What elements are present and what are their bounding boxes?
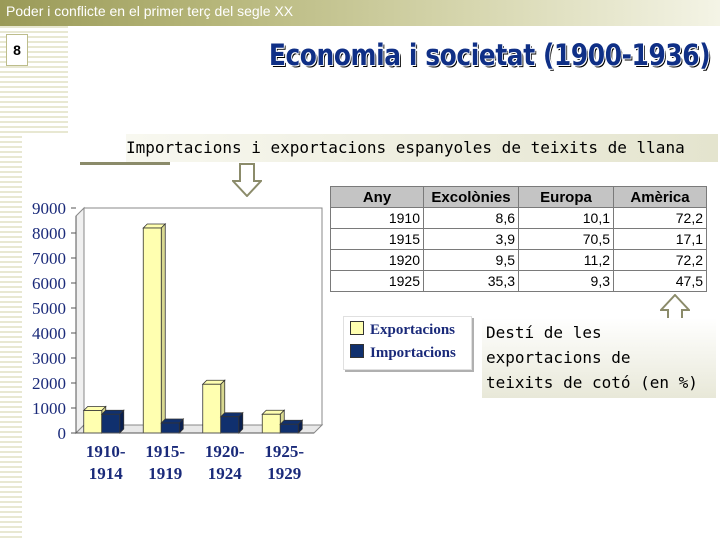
bar-side-importacions [238,411,244,434]
slide-title: Economia i societat (1900-1936) [268,38,711,72]
left-decorative-block [22,26,68,136]
table-cell: 1920 [330,249,424,271]
chart-side-wall [75,206,85,435]
arrow-down-icon [232,163,262,197]
bar-importacions [220,416,240,434]
bar-exportacions [83,410,103,434]
note-line: teixits de cotó (en %) [486,373,698,392]
y-tick-label: 8000 [32,224,66,243]
x-tick-label: 1910- [86,442,126,461]
table-cell: 1915 [330,228,424,250]
table-header-row: Any Excolònies Europa Amèrica [330,186,707,208]
table-row: 1920 9,5 11,2 72,2 [330,249,707,271]
table-cell: 35,3 [423,270,519,292]
x-tick-label: 1929 [267,464,301,483]
table-cell: 11,2 [518,249,614,271]
table-cell: 8,6 [423,207,519,229]
bar-importacions [101,413,121,434]
legend-item-importacions: Importacions [350,344,456,362]
col-header-excolonies: Excolònies [423,186,519,208]
table-cell: 9,3 [518,270,614,292]
legend-swatch-importacions [350,344,364,358]
legend-item-exportacions: Exportacions [350,321,455,339]
legend-label-importacions: Importacions [370,345,456,361]
y-tick-label: 4000 [32,324,66,343]
bar-importacions [279,423,299,434]
x-tick-label: 1914 [89,464,124,483]
table-row: 1925 35,3 9,3 47,5 [330,270,707,292]
legend-label-exportacions: Exportacions [370,322,456,338]
bar-side-importacions [119,409,125,434]
bar-exportacions [202,383,222,434]
y-tick-label: 3000 [32,349,66,368]
left-decorative-stripe [0,26,22,540]
table-cell: 1925 [330,270,424,292]
y-tick-label: 0 [58,424,67,443]
col-header-europa: Europa [518,186,614,208]
table-row: 1910 8,6 10,1 72,2 [330,207,707,229]
header-title: Poder i conflicte en el primer terç del … [6,3,294,19]
slide-number: 8 [6,34,28,66]
bar-exportacions [142,227,162,434]
table-cell: 1910 [330,207,424,229]
y-tick-label: 7000 [32,249,66,268]
x-tick-label: 1924 [208,464,243,483]
table-cell: 17,1 [613,228,707,250]
table-cell: 47,5 [613,270,707,292]
table-cell: 70,5 [518,228,614,250]
col-header-america: Amèrica [613,186,707,208]
table-cell: 3,9 [423,228,519,250]
y-tick-label: 9000 [32,199,66,218]
table-cell: 72,2 [613,207,707,229]
destination-table: Any Excolònies Europa Amèrica 1910 8,6 1… [330,186,707,292]
note-line: Destí de les [486,323,602,342]
y-tick-label: 6000 [32,274,66,293]
header-bar: Poder i conflicte en el primer terç del … [0,0,720,26]
legend-swatch-exportacions [350,321,364,335]
y-tick-label: 2000 [32,374,66,393]
subtitle-underline [80,162,170,165]
chart-legend: Exportacions Importacions [343,316,472,370]
x-tick-label: 1925- [264,442,304,461]
bar-chart: 0 1000 2000 3000 4000 5000 6000 7000 8000 9000 191… [32,199,324,483]
y-tick-label: 1000 [32,399,66,418]
table-row: 1915 3,9 70,5 17,1 [330,228,707,250]
table-cell: 72,2 [613,249,707,271]
y-tick-label: 5000 [32,299,66,318]
table-cell: 10,1 [518,207,614,229]
x-tick-label: 1915- [145,442,185,461]
bar-exportacions [261,413,281,434]
slide-subtitle: Importacions i exportacions espanyoles d… [126,134,718,162]
bar-importacions [160,422,180,434]
col-header-any: Any [330,186,424,208]
table-cell: 9,5 [423,249,519,271]
note-box: Destí de les exportacions de teixits de … [482,318,716,398]
x-tick-label: 1920- [205,442,245,461]
x-tick-label: 1919 [148,464,182,483]
note-line: exportacions de [486,348,631,367]
bar-side-exportacions [160,223,166,434]
